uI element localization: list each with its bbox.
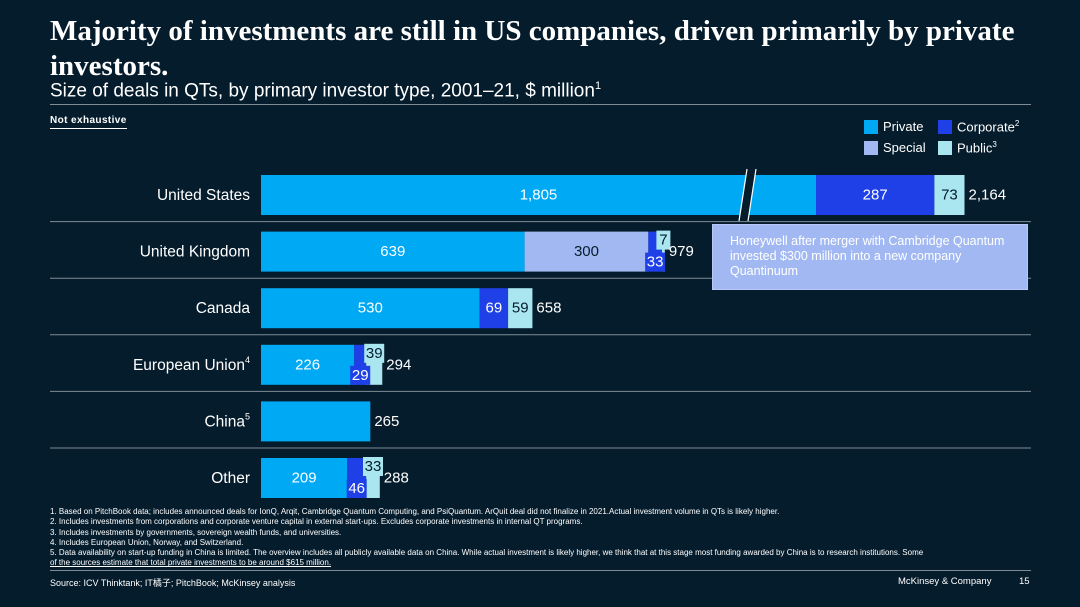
category-label-united-kingdom: United Kingdom [140, 243, 250, 260]
title-divider [50, 104, 1031, 105]
value-label-united-kingdom-special: 300 [574, 243, 599, 260]
bar-china-private [261, 401, 371, 442]
subtitle-text: Size of deals in QTs, by primary investo… [50, 80, 595, 102]
bar-united-kingdom-public [661, 231, 665, 272]
value-label-canada-public: 59 [512, 300, 529, 317]
source-line: Source: ICV Thinktank; IT橘子; PitchBook; … [50, 578, 296, 588]
value-label-united-states-public: 73 [941, 187, 958, 204]
value-label-united-states-private: 1,805 [520, 187, 558, 204]
category-label-canada: Canada [196, 300, 251, 317]
legend-label-corporate: Corporate2 [957, 119, 1019, 134]
value-label-united-kingdom-public: 7 [659, 232, 667, 249]
chart-subtitle: Size of deals in QTs, by primary investo… [50, 80, 601, 102]
footnote-5-continued: of the sources estimate that total priva… [50, 558, 332, 568]
bar-canada-private [261, 288, 480, 329]
value-label-bg-united-kingdom-corporate [645, 252, 666, 272]
category-label-european-union: European Union4 [133, 355, 250, 374]
bar-united-states-corporate [816, 175, 935, 215]
value-label-bg-european-union-corporate [350, 365, 371, 385]
footnote-5: 5. Data availability on start-up funding… [50, 548, 924, 558]
page-title: Majority of investments are still in US … [50, 15, 1015, 82]
legend: Private Corporate2 Special Public3 [864, 119, 1034, 159]
legend-swatch-special [864, 141, 878, 155]
footnote-3: 3. Includes investments by governments, … [50, 527, 342, 537]
bar-other-private [261, 458, 348, 498]
value-label-bg-other-public [362, 457, 383, 476]
value-label-united-kingdom-private: 639 [380, 243, 405, 260]
not-exhaustive-note: Not exhaustive [50, 115, 127, 129]
value-label-european-union-corporate: 29 [352, 367, 369, 384]
value-label-bg-european-union-public [364, 343, 385, 363]
subtitle-footnote-ref: 1 [594, 80, 602, 92]
total-label-european-union: 294 [386, 356, 411, 373]
footnote-2: 2. Includes investments from corporation… [50, 517, 583, 527]
stacked-bar-chart: United States 1,805 287 73 2,164 United Kingd… [50, 168, 1031, 498]
axis-break-line-right [747, 168, 757, 222]
footnote-1: 1. Based on PitchBook data; includes ann… [50, 507, 780, 516]
value-label-european-union-private: 226 [295, 356, 320, 373]
bar-european-union-private [261, 344, 355, 385]
category-label-united-states: United States [157, 187, 250, 204]
legend-label-public: Public3 [957, 140, 997, 155]
category-label-china: China5 [204, 411, 250, 430]
value-label-canada-corporate: 69 [486, 300, 503, 317]
value-label-european-union-public: 39 [366, 345, 383, 362]
legend-corporate-sup: 2 [1014, 119, 1020, 128]
axis-break-gap [739, 169, 756, 221]
footnote-4: 4. Includes European Union, Norway, and … [50, 537, 244, 547]
category-label-other: Other [211, 470, 250, 487]
bar-european-union-corporate [354, 344, 367, 385]
bar-united-states-private [261, 175, 816, 215]
page-number: 15 [1019, 576, 1030, 587]
brand-name: McKinsey & Company [898, 576, 992, 587]
bar-canada-public [508, 288, 533, 329]
legend-public-text: Public [957, 140, 993, 156]
total-label-other: 288 [384, 470, 409, 487]
value-label-united-kingdom-corporate: 33 [647, 254, 664, 271]
value-label-united-states-corporate: 287 [863, 187, 888, 204]
footnotes: 1. Based on PitchBook data; includes ann… [50, 507, 1040, 569]
total-label-united-states: 2,164 [969, 187, 1007, 204]
value-label-other-corporate: 46 [348, 480, 365, 497]
value-label-bg-other-corporate [346, 479, 367, 498]
legend-corporate-text: Corporate [957, 119, 1015, 135]
legend-swatch-public [938, 141, 952, 155]
footer-divider [50, 570, 1031, 571]
legend-label-special: Special [883, 140, 926, 155]
legend-swatch-private [864, 120, 878, 134]
value-label-bg-united-kingdom-public [656, 230, 671, 250]
legend-label-private: Private [883, 119, 924, 134]
value-label-other-public: 33 [365, 458, 382, 475]
axis-break-line-left [738, 168, 748, 222]
bar-united-states-public [934, 175, 965, 215]
bar-united-kingdom-private [261, 231, 525, 272]
total-label-china: 265 [374, 413, 399, 430]
bar-united-kingdom-special [524, 231, 649, 272]
value-label-canada-private: 530 [358, 300, 383, 317]
value-label-other-private: 209 [292, 470, 317, 487]
bar-canada-corporate [479, 288, 509, 329]
honeywell-callout: Honeywell after merger with Cambridge Qu… [712, 224, 1028, 290]
total-label-united-kingdom: 979 [669, 243, 694, 260]
legend-swatch-corporate [938, 120, 952, 134]
total-label-canada: 658 [536, 300, 561, 317]
legend-public-sup: 3 [992, 140, 997, 149]
